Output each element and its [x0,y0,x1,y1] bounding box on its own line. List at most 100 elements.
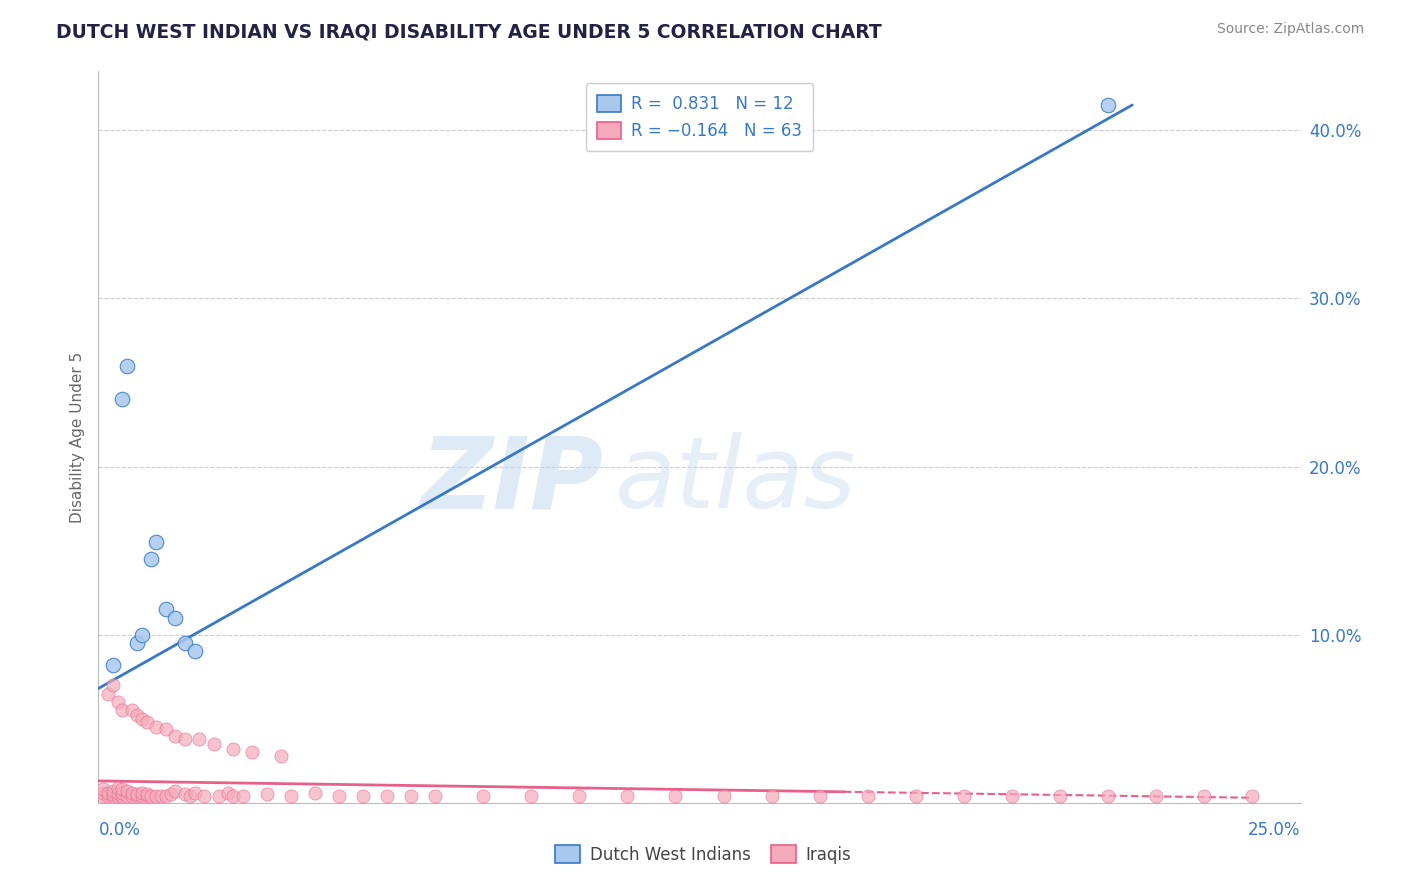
Point [953,789,976,803]
Text: DUTCH WEST INDIAN VS IRAQI DISABILITY AGE UNDER 5 CORRELATION CHART: DUTCH WEST INDIAN VS IRAQI DISABILITY AG… [56,22,882,41]
Point [155,789,177,803]
Text: 25.0%: 25.0% [1249,821,1301,839]
Point [135,789,157,803]
Point [808,789,831,803]
Point [107,786,129,800]
Point [97,786,120,800]
Point [117,784,139,798]
Point [280,789,302,803]
Point [188,731,211,746]
Point [149,789,172,803]
Point [107,789,129,803]
Point [101,657,124,672]
Point [141,789,163,803]
Point [135,788,157,802]
Point [232,789,254,803]
Point [399,789,422,803]
Point [107,780,129,795]
Point [145,789,167,803]
Point [165,611,187,625]
Point [111,789,134,803]
Point [145,535,167,549]
Point [472,789,495,803]
Point [1097,789,1119,803]
Point [179,789,201,803]
Point [121,789,143,803]
Text: ZIP: ZIP [420,433,603,530]
Point [111,786,134,800]
Point [145,720,167,734]
Text: atlas: atlas [616,433,858,530]
Point [1241,789,1264,803]
Point [568,789,591,803]
Point [208,789,231,803]
Point [664,789,686,803]
Point [121,786,143,800]
Point [761,789,783,803]
Point [131,627,153,641]
Point [111,782,134,797]
Point [713,789,735,803]
Point [101,789,124,803]
Point [202,737,225,751]
Point [904,789,927,803]
Point [125,788,148,802]
Point [97,686,120,700]
Point [352,789,374,803]
Point [111,392,134,407]
Point [131,712,153,726]
Point [125,789,148,803]
Legend: Dutch West Indians, Iraqis: Dutch West Indians, Iraqis [548,838,858,871]
Point [1049,789,1071,803]
Point [240,745,263,759]
Point [1194,789,1216,803]
Point [1097,98,1119,112]
Point [304,786,326,800]
Point [97,789,120,803]
Point [117,359,139,373]
Point [91,786,114,800]
Point [155,602,177,616]
Point [256,788,278,802]
Point [91,789,114,803]
Point [183,644,205,658]
Point [616,789,638,803]
Point [270,748,292,763]
Point [101,788,124,802]
Point [159,788,181,802]
Point [165,784,187,798]
Point [423,789,446,803]
Point [174,731,197,746]
Point [222,789,245,803]
Point [117,789,139,803]
Point [131,789,153,803]
Y-axis label: Disability Age Under 5: Disability Age Under 5 [69,351,84,523]
Point [520,789,543,803]
Point [111,703,134,717]
Point [222,742,245,756]
Text: 0.0%: 0.0% [98,821,141,839]
Point [183,786,205,800]
Point [125,708,148,723]
Point [193,789,215,803]
Point [1144,789,1167,803]
Point [125,636,148,650]
Point [165,729,187,743]
Point [131,786,153,800]
Legend: R =  0.831   N = 12, R = −0.164   N = 63: R = 0.831 N = 12, R = −0.164 N = 63 [586,83,813,152]
Point [121,703,143,717]
Point [174,788,197,802]
Point [217,786,239,800]
Point [91,782,114,797]
Point [101,678,124,692]
Point [375,789,398,803]
Point [328,789,350,803]
Point [1001,789,1024,803]
Point [101,784,124,798]
Point [174,636,197,650]
Text: Source: ZipAtlas.com: Source: ZipAtlas.com [1216,22,1364,37]
Point [155,722,177,736]
Point [135,715,157,730]
Point [856,789,879,803]
Point [107,695,129,709]
